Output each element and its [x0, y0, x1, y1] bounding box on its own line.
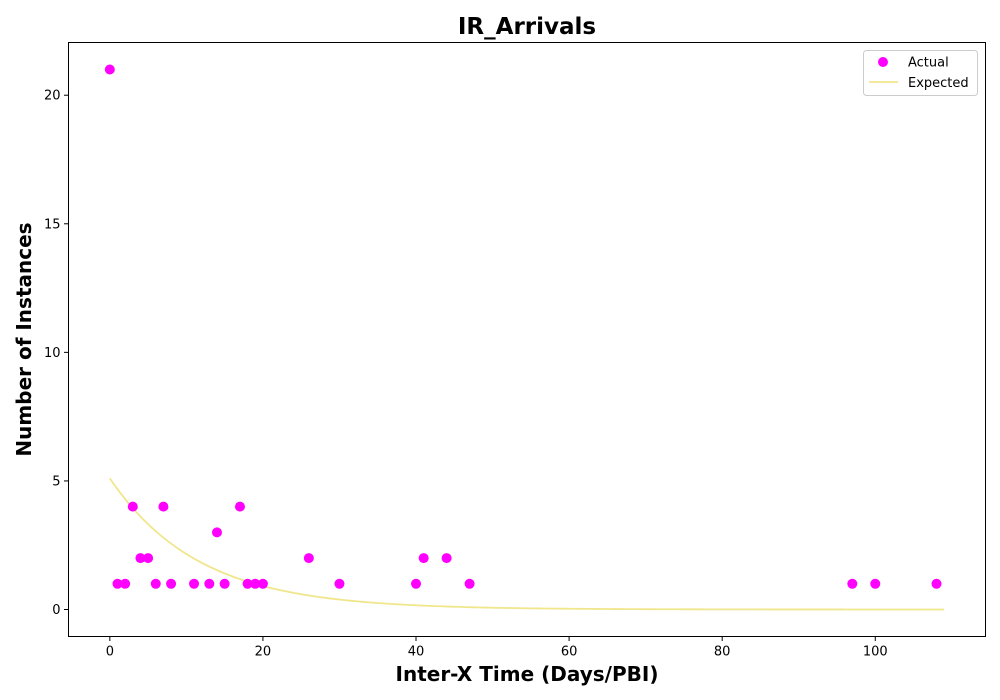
- data-point-actual: [150, 578, 161, 589]
- y-tick-label: 10: [44, 346, 61, 361]
- data-point-actual: [441, 553, 452, 564]
- x-tick-label: 80: [714, 645, 731, 660]
- data-point-actual: [242, 578, 253, 589]
- legend-label-expected: Expected: [908, 76, 969, 91]
- legend-label-actual: Actual: [908, 56, 949, 71]
- data-point-actual: [870, 578, 881, 589]
- y-axis-label: Number of Instances: [12, 222, 36, 456]
- data-point-actual: [189, 578, 200, 589]
- data-point-actual: [143, 553, 154, 564]
- y-tick-label: 15: [44, 217, 61, 232]
- x-tick-label: 60: [561, 645, 578, 660]
- y-tick-label: 0: [52, 603, 60, 618]
- data-point-actual: [112, 578, 123, 589]
- legend-box: [863, 50, 978, 96]
- data-point-actual: [250, 578, 261, 589]
- data-point-actual: [135, 553, 146, 564]
- data-point-actual: [211, 527, 222, 538]
- x-tick-label: 40: [408, 645, 425, 660]
- data-point-actual: [847, 578, 858, 589]
- data-point-actual: [120, 578, 131, 589]
- data-point-actual: [411, 578, 422, 589]
- y-tick-label: 5: [52, 474, 60, 489]
- x-tick-label: 100: [863, 645, 888, 660]
- data-point-actual: [158, 501, 169, 512]
- x-tick-label: 20: [255, 645, 272, 660]
- expected-curve: [109, 477, 945, 611]
- chart-title: IR_Arrivals: [458, 14, 596, 40]
- data-point-actual: [303, 553, 314, 564]
- data-point-actual: [418, 553, 429, 564]
- data-point-actual: [166, 578, 177, 589]
- legend: Actual Expected: [863, 50, 978, 96]
- data-point-actual: [234, 501, 245, 512]
- data-point-actual: [104, 64, 115, 75]
- data-point-actual: [257, 578, 268, 589]
- data-point-actual: [931, 578, 942, 589]
- legend-marker-actual: [878, 57, 888, 67]
- curve-layer: [109, 477, 945, 611]
- x-tick-label: 0: [106, 645, 114, 660]
- y-tick-label: 20: [44, 89, 61, 104]
- data-point-actual: [127, 501, 138, 512]
- plot-frame: [68, 42, 986, 637]
- data-point-actual: [219, 578, 230, 589]
- data-point-actual: [334, 578, 345, 589]
- data-point-actual: [204, 578, 215, 589]
- data-point-actual: [464, 578, 475, 589]
- points-layer: [104, 64, 942, 589]
- x-axis-label: Inter-X Time (Days/PBI): [396, 662, 659, 686]
- ticks-layer: 0 20 40 60 80 100 0 5 10 15 20: [44, 89, 888, 660]
